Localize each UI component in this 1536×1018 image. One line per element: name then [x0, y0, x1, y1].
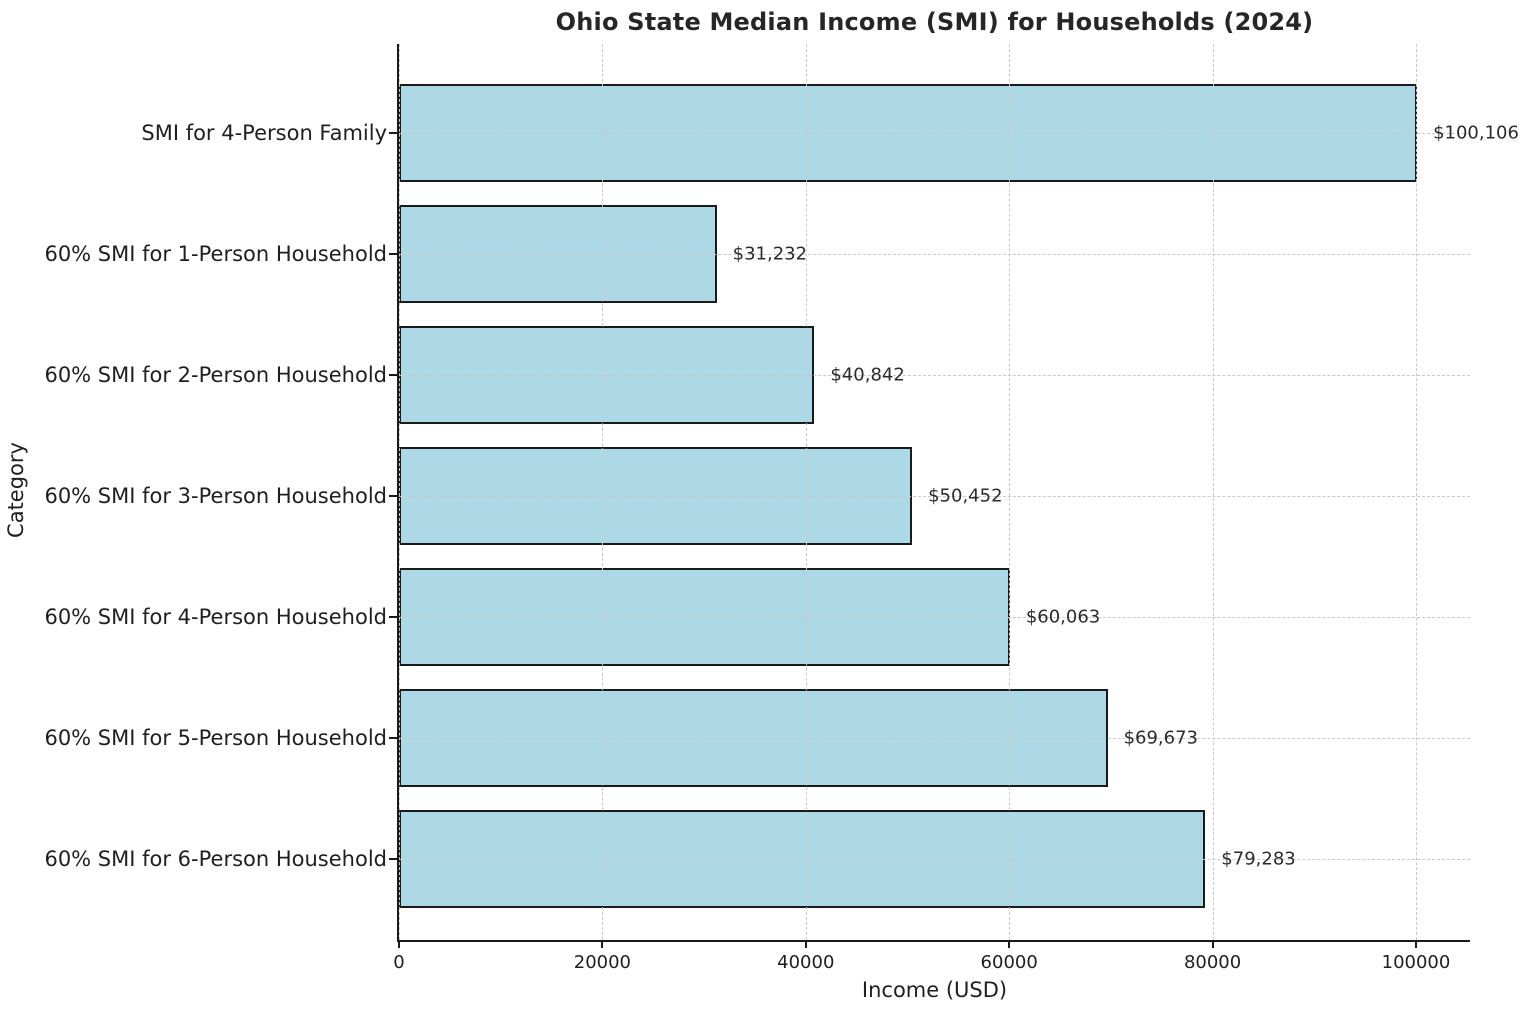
x-gridline — [399, 44, 400, 940]
x-tick-label: 20000 — [573, 952, 632, 973]
bar-value-label: $79,283 — [1221, 848, 1296, 870]
y-category-label: 60% SMI for 6-Person Household — [44, 847, 387, 871]
y-gridline — [399, 859, 1470, 860]
x-tick-mark — [1211, 940, 1214, 948]
y-category-label: 60% SMI for 5-Person Household — [44, 726, 387, 750]
y-gridline — [399, 496, 1470, 497]
y-category-label: 60% SMI for 3-Person Household — [44, 484, 387, 508]
y-gridline — [399, 738, 1470, 739]
bar-value-label: $50,452 — [928, 485, 1003, 507]
x-tick-mark — [398, 940, 400, 948]
bar-value-label: $40,842 — [830, 364, 905, 386]
x-tick-label: 60000 — [980, 952, 1038, 973]
y-axis-line — [397, 44, 399, 942]
x-gridline — [1212, 44, 1214, 940]
y-gridline — [399, 375, 1470, 376]
x-gridline — [1415, 44, 1417, 940]
x-tick-label: 80000 — [1183, 952, 1242, 973]
y-gridline — [399, 617, 1470, 618]
y-tick-mark — [389, 132, 397, 134]
y-tick-mark — [389, 616, 397, 618]
x-gridline — [805, 44, 807, 940]
x-tick-mark — [1414, 940, 1417, 948]
x-gridline — [1009, 44, 1011, 940]
x-tick-mark — [804, 940, 807, 948]
y-category-label: 60% SMI for 1-Person Household — [44, 242, 387, 266]
y-tick-mark — [389, 737, 397, 739]
y-gridline — [399, 254, 1470, 255]
bar-value-label: $69,673 — [1123, 727, 1198, 749]
y-tick-mark — [389, 253, 397, 255]
x-tick-label: 100000 — [1381, 952, 1451, 973]
y-category-label: 60% SMI for 4-Person Household — [44, 605, 387, 629]
bar-value-label: $60,063 — [1025, 606, 1101, 628]
x-axis-line — [397, 940, 1470, 942]
bar-value-label: $100,106 — [1433, 122, 1519, 144]
y-category-label: 60% SMI for 2-Person Household — [44, 363, 387, 387]
chart-title: Ohio State Median Income (SMI) for House… — [555, 8, 1314, 36]
x-gridline — [602, 44, 604, 940]
x-tick-mark — [601, 940, 604, 948]
bar-value-label: $31,232 — [732, 243, 808, 265]
y-gridline — [399, 133, 1470, 134]
y-tick-mark — [389, 858, 397, 860]
y-tick-mark — [389, 374, 397, 376]
y-tick-mark — [389, 495, 397, 497]
y-category-label: SMI for 4-Person Family — [141, 121, 387, 145]
x-tick-label: 0 — [393, 952, 405, 973]
x-axis-label: Income (USD) — [861, 978, 1008, 1002]
x-tick-mark — [1008, 940, 1011, 948]
x-tick-label: 40000 — [777, 952, 835, 973]
plot-area: $100,106 $31,232 $40,842 $50,452 $60,063 $69,… — [397, 44, 1519, 942]
